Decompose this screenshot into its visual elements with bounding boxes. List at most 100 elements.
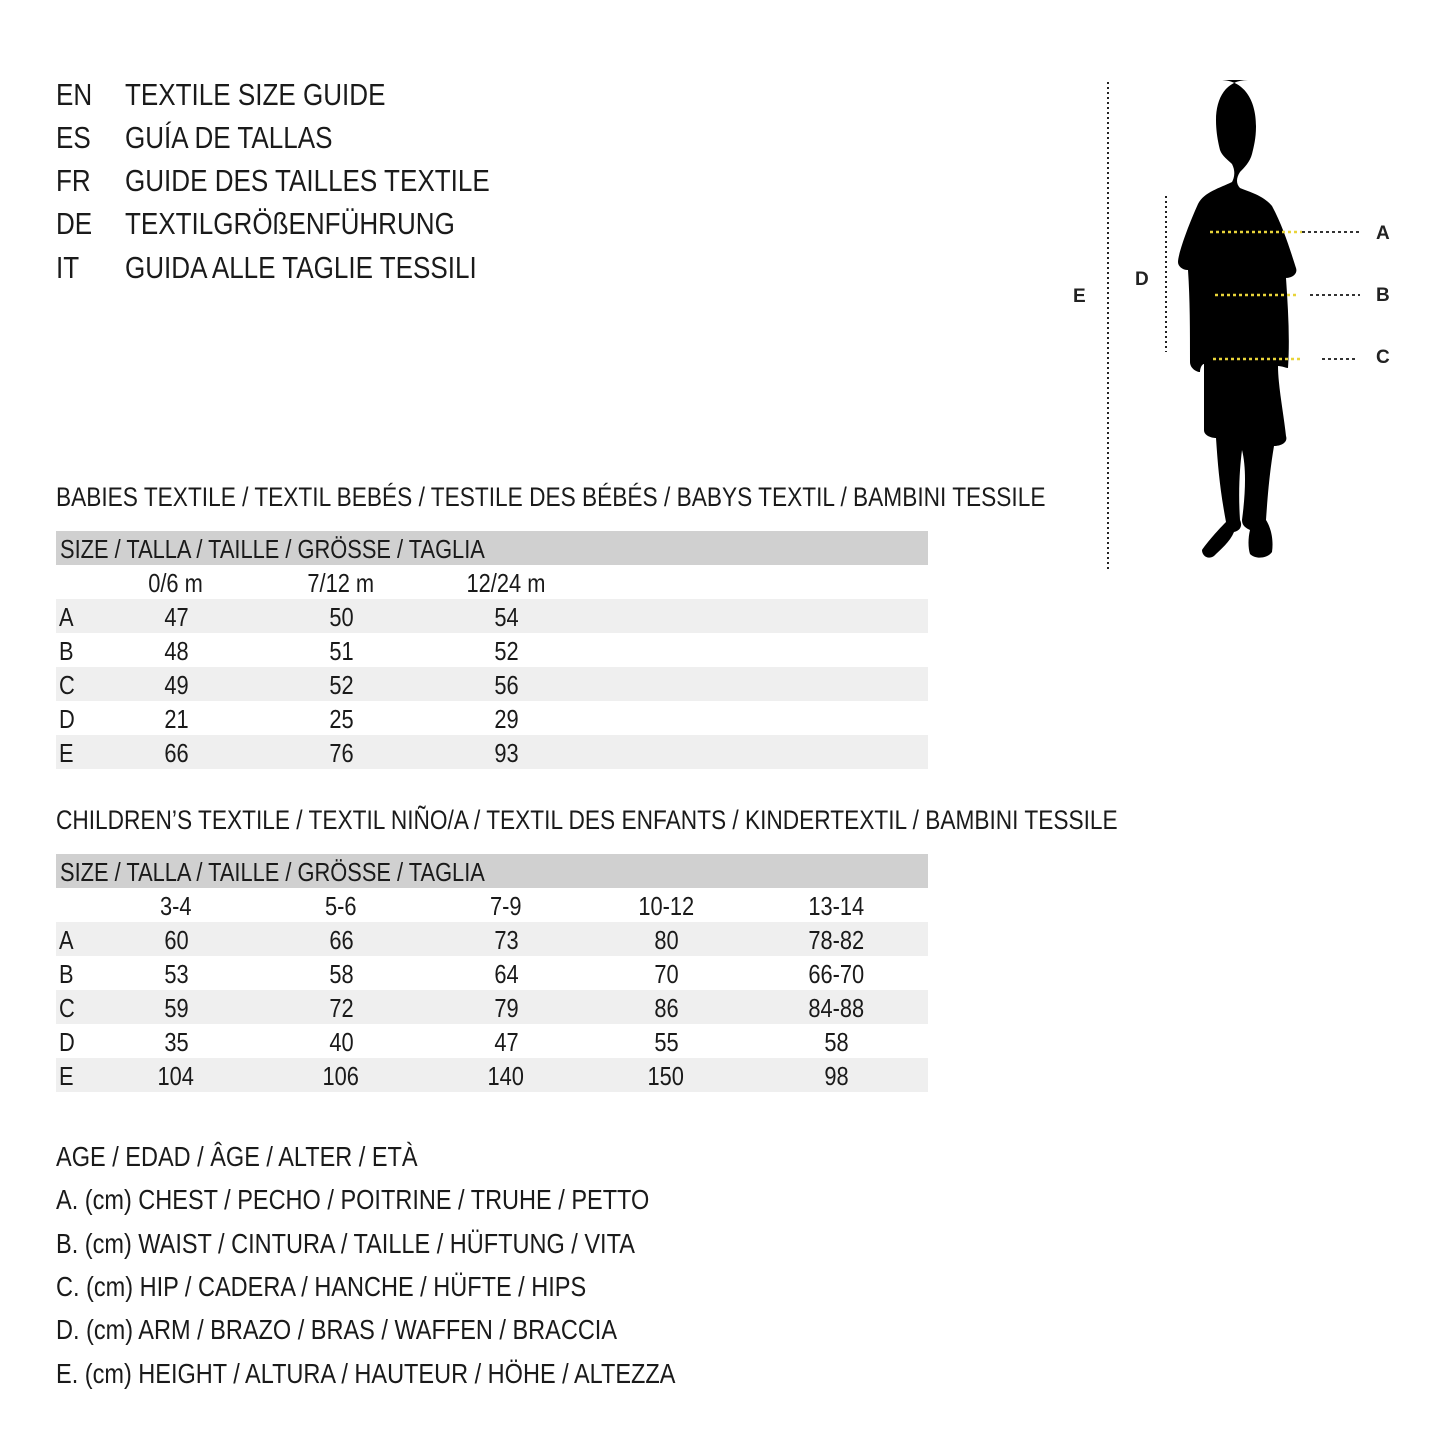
legend-hip: C. (cm) HIP / CADERA / HANCHE / HÜFTE / …: [56, 1269, 687, 1305]
lang-title: TEXTILE SIZE GUIDE: [125, 77, 386, 112]
table-cell: 52: [271, 667, 411, 703]
table-cell: 84-88: [766, 990, 906, 1026]
table-cell: 52: [436, 633, 576, 669]
table-row: D 35 40 47 55 58: [56, 1024, 928, 1058]
row-label: C: [59, 670, 75, 700]
lang-title: GUIDA ALLE TAGLIE TESSILI: [125, 250, 477, 285]
row-label: A: [59, 602, 74, 632]
table-row: D 21 25 29: [56, 701, 928, 735]
table-cell: 76: [271, 735, 411, 771]
legend-height: E. (cm) HEIGHT / ALTURA / HAUTEUR / HÖHE…: [56, 1356, 793, 1392]
column-header: 12/24 m: [466, 568, 546, 598]
cell-value: 66: [163, 738, 189, 768]
legend-text: E. (cm) HEIGHT / ALTURA / HAUTEUR / HÖHE…: [56, 1358, 676, 1389]
legend-text: A. (cm) CHEST / PECHO / POITRINE / TRUHE…: [56, 1184, 650, 1215]
table-cell: 47: [436, 1024, 576, 1060]
table-cell: 66: [106, 735, 246, 771]
column-header: 3-4: [160, 891, 192, 921]
table-cell: 72: [271, 990, 411, 1026]
cell-value: 40: [328, 1027, 354, 1057]
legend-text: C. (cm) HIP / CADERA / HANCHE / HÜFTE / …: [56, 1271, 587, 1302]
table-cell: 59: [106, 990, 246, 1026]
cell-value: 79: [493, 993, 519, 1023]
table-cell: 66-70: [766, 956, 906, 992]
lang-code: EN: [56, 77, 93, 112]
table-row: C 59 72 79 86 84-88: [56, 990, 928, 1024]
cell-value: 59: [163, 993, 189, 1023]
label-a: A: [1376, 223, 1390, 244]
table-cell: 21: [106, 701, 246, 737]
measure-lines: [1210, 230, 1360, 361]
cell-value: 56: [493, 670, 519, 700]
table-cell: 150: [596, 1058, 736, 1094]
column-header-row: 0/6 m 7/12 m 12/24 m: [56, 565, 928, 599]
lang-code: FR: [56, 163, 91, 198]
table-cell: 58: [271, 956, 411, 992]
table-cell: 79: [436, 990, 576, 1026]
table-cell: 98: [766, 1058, 906, 1094]
row-label: B: [59, 636, 74, 666]
legend-text: B. (cm) WAIST / CINTURA / TAILLE / HÜFTU…: [56, 1228, 635, 1259]
cell-value: 98: [823, 1061, 849, 1091]
section-title-text: BABIES TEXTILE / TEXTIL BEBÉS / TESTILE …: [56, 482, 1046, 512]
lang-code: DE: [56, 206, 93, 241]
table-cell: 106: [271, 1058, 411, 1094]
cell-value: 93: [493, 738, 519, 768]
cell-value: 49: [163, 670, 189, 700]
cell-value: 21: [163, 704, 189, 734]
label-c: C: [1376, 347, 1390, 368]
column-header: 7-9: [490, 891, 522, 921]
table-cell: 49: [106, 667, 246, 703]
table-row: B 53 58 64 70 66-70: [56, 956, 928, 990]
row-label: B: [59, 959, 74, 989]
cell-value: 54: [493, 602, 519, 632]
cell-value: 66: [328, 925, 354, 955]
cell-value: 53: [163, 959, 189, 989]
column-header: 0/6 m: [148, 568, 204, 598]
header-text: SIZE / TALLA / TAILLE / GRÖSSE / TAGLIA: [60, 534, 485, 564]
row-label: E: [59, 738, 74, 768]
table-cell: 54: [436, 599, 576, 635]
table-cell: 55: [596, 1024, 736, 1060]
cell-value: 64: [493, 959, 519, 989]
label-b: B: [1376, 285, 1390, 306]
label-d: D: [1135, 269, 1149, 290]
row-label: A: [59, 925, 74, 955]
cell-value: 140: [487, 1061, 525, 1091]
table-cell: 50: [271, 599, 411, 635]
table-cell: 78-82: [766, 922, 906, 958]
cell-value: 51: [328, 636, 354, 666]
table-cell: 58: [766, 1024, 906, 1060]
cell-value: 47: [493, 1027, 519, 1057]
cell-value: 50: [328, 602, 354, 632]
legend-age: AGE / EDAD / ÂGE / ALTER / ETÀ: [56, 1139, 487, 1175]
cell-value: 70: [653, 959, 679, 989]
table-cell: 73: [436, 922, 576, 958]
legend-waist: B. (cm) WAIST / CINTURA / TAILLE / HÜFTU…: [56, 1226, 745, 1262]
table-cell: 64: [436, 956, 576, 992]
table-row: E 66 76 93: [56, 735, 928, 769]
table-cell: 70: [596, 956, 736, 992]
table-row: A 60 66 73 80 78-82: [56, 922, 928, 956]
column-header: 5-6: [325, 891, 357, 921]
table-cell: 60: [106, 922, 246, 958]
cell-value: 106: [322, 1061, 360, 1091]
cell-value: 52: [493, 636, 519, 666]
cell-value: 104: [157, 1061, 195, 1091]
babies-size-table: SIZE / TALLA / TAILLE / GRÖSSE / TAGLIA …: [56, 531, 928, 769]
legend-text: D. (cm) ARM / BRAZO / BRAS / WAFFEN / BR…: [56, 1314, 618, 1345]
table-cell: 56: [436, 667, 576, 703]
table-header-bar: SIZE / TALLA / TAILLE / GRÖSSE / TAGLIA: [56, 854, 928, 888]
table-cell: 29: [436, 701, 576, 737]
table-row: E 104 106 140 150 98: [56, 1058, 928, 1092]
cell-value: 58: [823, 1027, 849, 1057]
table-cell: 66: [271, 922, 411, 958]
legend-arm: D. (cm) ARM / BRAZO / BRAS / WAFFEN / BR…: [56, 1312, 724, 1348]
table-row: C 49 52 56: [56, 667, 928, 701]
column-header: 10-12: [638, 891, 694, 921]
cell-value: 73: [493, 925, 519, 955]
table-cell: 104: [106, 1058, 246, 1094]
header-text: SIZE / TALLA / TAILLE / GRÖSSE / TAGLIA: [60, 857, 485, 887]
children-title: CHILDREN’S TEXTILE / TEXTIL NIÑO/A / TEX…: [56, 803, 1320, 837]
row-label: E: [59, 1061, 74, 1091]
